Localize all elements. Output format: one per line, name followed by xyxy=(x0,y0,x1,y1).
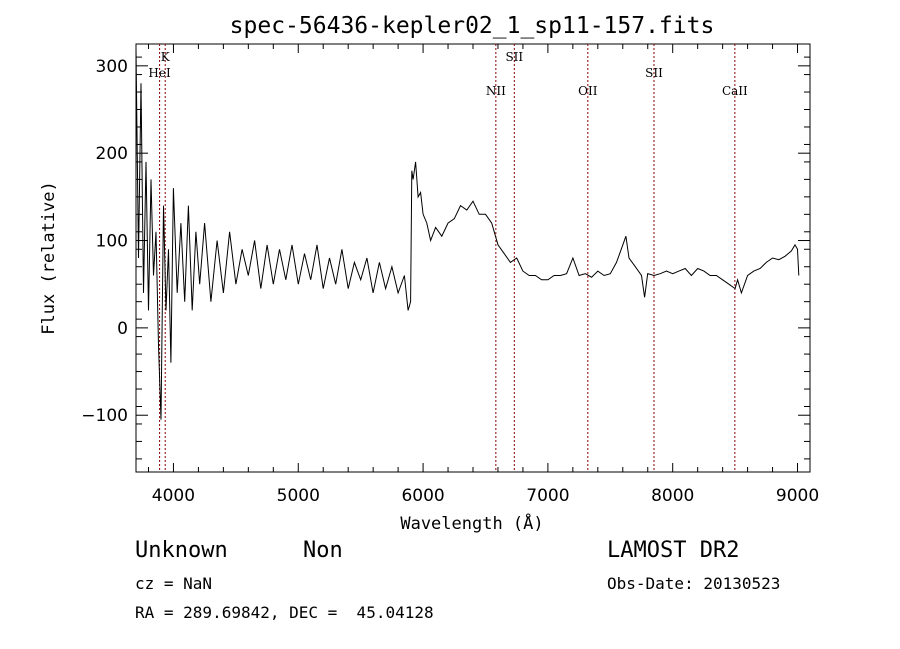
survey-name: LAMOST DR2 xyxy=(607,538,740,563)
y-tick-label: 200 xyxy=(96,144,128,164)
x-axis-label: Wavelength (Å) xyxy=(400,512,543,534)
axis-ticks: 4000 5000 6000 7000 8000 9000 −100 0 100 200 300 xyxy=(81,44,819,506)
y-tick-label: 0 xyxy=(117,319,128,339)
line-label-caii: CaII xyxy=(722,84,748,98)
x-tick-label: 6000 xyxy=(401,486,444,506)
spectrum-series-line xyxy=(135,48,800,420)
line-label-sii: SII xyxy=(645,66,663,80)
x-tick-label: 4000 xyxy=(152,486,195,506)
observation-date: Obs-Date: 20130523 xyxy=(607,574,781,593)
chart-title: spec-56436-kepler02_1_sp11-157.fits xyxy=(230,13,715,39)
y-tick-label: 300 xyxy=(96,57,128,77)
line-label-nii: NII xyxy=(486,84,506,98)
plot-frame xyxy=(135,43,811,473)
x-tick-label: 7000 xyxy=(526,486,569,506)
y-tick-label: 100 xyxy=(96,232,128,252)
redshift-cz: cz = NaN xyxy=(135,574,213,593)
y-tick-label: −100 xyxy=(81,406,128,426)
x-tick-label: 9000 xyxy=(776,486,819,506)
sky-coordinates: RA = 289.69842, DEC = 45.04128 xyxy=(135,603,434,622)
emission-line-markers: K HeI NII SII OII SII CaII xyxy=(148,44,748,472)
x-tick-label: 8000 xyxy=(651,486,694,506)
spectral-subclass: Non xyxy=(303,538,343,563)
line-label-oii: OII xyxy=(578,84,598,98)
x-tick-label: 5000 xyxy=(277,486,320,506)
line-label-k: K xyxy=(161,50,171,64)
line-label-hei: HeI xyxy=(148,66,171,80)
spectral-class: Unknown xyxy=(135,538,228,563)
y-axis-label: Flux (relative) xyxy=(39,181,59,335)
line-label-sii: SII xyxy=(505,50,523,64)
